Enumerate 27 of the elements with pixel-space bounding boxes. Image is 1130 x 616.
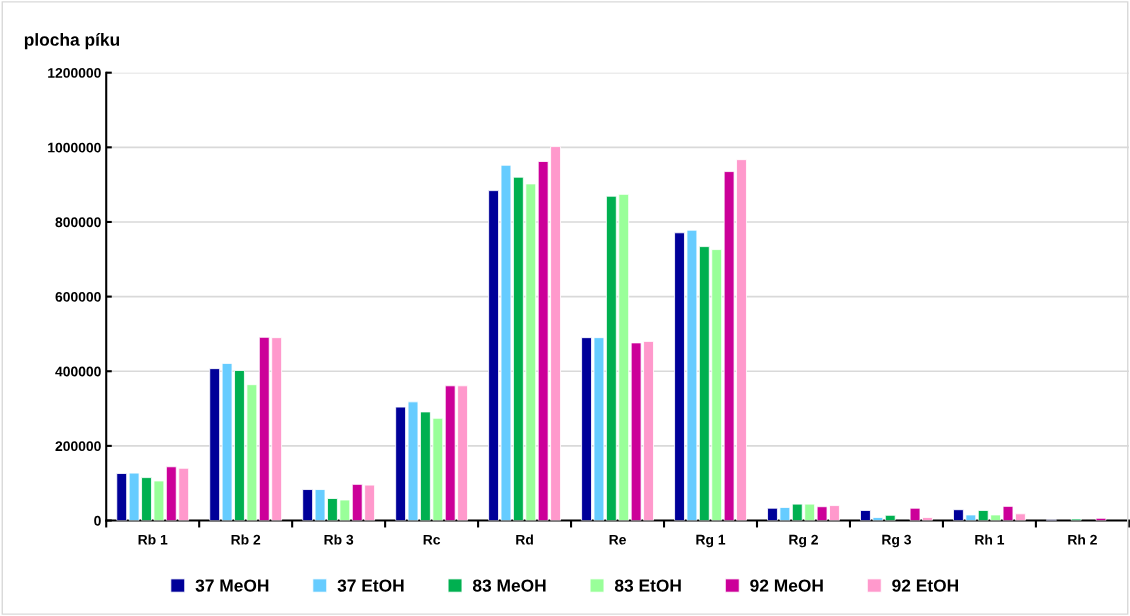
bar — [116, 473, 128, 521]
legend-label: 83 MeOH — [472, 579, 546, 592]
y-tick-label: 1000000 — [48, 142, 101, 153]
x-tick-label: Rg 1 — [696, 534, 726, 548]
y-tick-label: 400000 — [55, 366, 101, 377]
y-tick-label: 600000 — [55, 291, 101, 302]
bar — [884, 514, 896, 521]
legend-label: 92 MeOH — [750, 579, 823, 592]
y-axis-title: plocha píku — [24, 32, 120, 50]
x-tick-label: Rg 2 — [789, 534, 818, 548]
x-tick-label: Rc — [423, 534, 441, 545]
legend-label: 92 EtOH — [892, 579, 958, 592]
y-tick-label: 800000 — [55, 217, 101, 228]
y-tick-label: 0 — [94, 515, 101, 526]
y-tick-label: 200000 — [55, 441, 101, 452]
y-tick-label: 1200000 — [48, 68, 101, 78]
legend-label: 83 EtOH — [614, 579, 681, 592]
legend-label: 37 MeOH — [195, 579, 269, 592]
x-tick-label: Rb 3 — [324, 534, 354, 545]
x-tick-label: Rb 1 — [138, 534, 168, 545]
legend-label: 37 EtOH — [337, 579, 404, 592]
x-tick-label: Rb 2 — [231, 534, 261, 545]
x-tick-label: Rg 3 — [882, 534, 911, 548]
x-tick-label: Re — [609, 534, 626, 545]
x-tick-label: Rh 2 — [1068, 534, 1097, 545]
x-tick-label: Rd — [516, 534, 533, 545]
x-tick-label: Rh 1 — [975, 534, 1005, 545]
